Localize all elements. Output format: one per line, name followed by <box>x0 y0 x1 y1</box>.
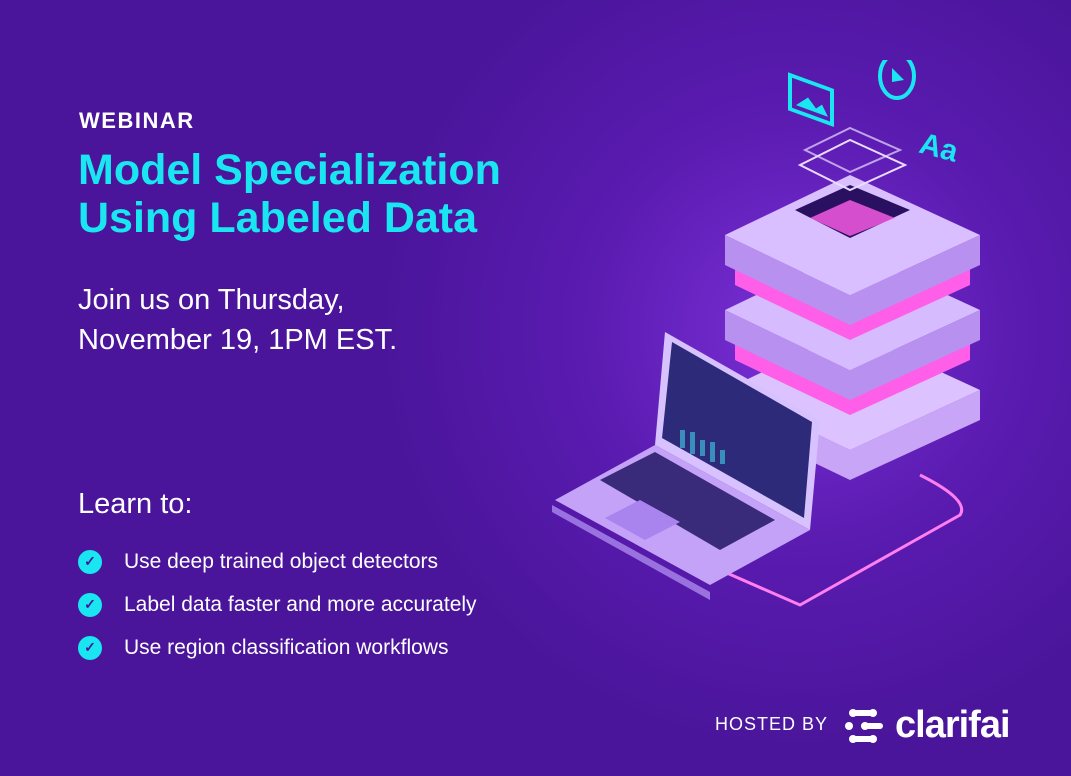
server-laptop-illustration: Aa <box>552 60 980 607</box>
clarifai-logo-icon <box>845 708 883 743</box>
list-item-label: Use region classification workflows <box>124 635 449 659</box>
list-item: ✓ Use region classification workflows <box>78 626 477 669</box>
date-line-2: November 19, 1PM EST. <box>78 324 398 356</box>
check-icon: ✓ <box>78 635 102 660</box>
hosted-by-label: HOSTED BY <box>715 714 829 734</box>
cable <box>719 473 963 607</box>
check-icon: ✓ <box>78 549 102 574</box>
learn-heading: Learn to: <box>78 488 193 520</box>
list-item: ✓ Use deep trained object detectors <box>78 540 477 583</box>
compass-icon <box>878 60 916 100</box>
date-line-1: Join us on Thursday, <box>78 284 345 316</box>
text-icon: Aa <box>916 127 962 169</box>
image-icon <box>788 72 834 128</box>
title-line-1: Model Specialization <box>78 146 501 194</box>
event-date: Join us on Thursday, November 19, 1PM ES… <box>78 280 397 360</box>
server-stack <box>725 126 980 480</box>
list-item: ✓ Label data faster and more accurately <box>78 583 477 626</box>
check-icon: ✓ <box>78 592 102 617</box>
title-line-2: Using Labeled Data <box>78 194 478 242</box>
list-item-label: Label data faster and more accurately <box>124 592 477 616</box>
list-item-label: Use deep trained object detectors <box>124 549 439 573</box>
page-title: Model Specialization Using Labeled Data <box>78 146 501 242</box>
laptop <box>552 332 820 600</box>
learn-list: ✓ Use deep trained object detectors ✓ Labe… <box>78 540 477 669</box>
clarifai-logo: clarifai <box>845 704 1011 747</box>
kicker: WEBINAR <box>79 108 195 133</box>
brand-name: clarifai <box>895 704 1011 746</box>
